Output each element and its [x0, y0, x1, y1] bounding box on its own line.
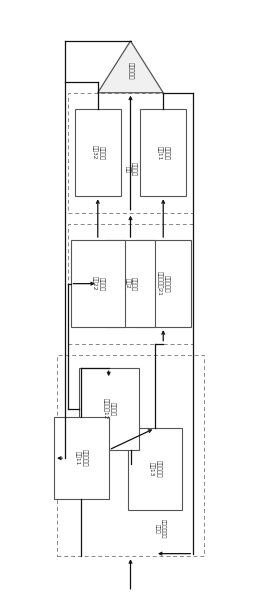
- Text: 上变模器
模块11: 上变模器 模块11: [157, 146, 169, 160]
- Text: 观察基带
滤波模块12: 观察基带 滤波模块12: [102, 398, 115, 420]
- Text: 数字模拟信号
分配器: 数字模拟信号 分配器: [155, 520, 166, 539]
- Text: 数字预失真
模块11: 数字预失真 模块11: [75, 449, 88, 467]
- Text: 射频变模
模块: 射频变模 模块: [124, 162, 137, 176]
- Text: 预失真调制
模块13: 预失真调制 模块13: [149, 460, 161, 478]
- Text: 数字滤波
模块22: 数字滤波 模块22: [92, 277, 104, 291]
- Bar: [70, 240, 125, 327]
- Bar: [68, 93, 193, 213]
- Text: 下变模器
模块32: 下变模器 模块32: [92, 145, 104, 160]
- Bar: [79, 368, 139, 450]
- Bar: [75, 109, 121, 196]
- Bar: [68, 224, 193, 344]
- Text: 第一路数字
预失真模块21: 第一路数字 预失真模块21: [157, 271, 169, 296]
- Bar: [128, 428, 182, 510]
- Bar: [106, 240, 155, 327]
- Bar: [57, 355, 204, 556]
- Bar: [54, 417, 109, 499]
- Text: 数字滤波
模块2: 数字滤波 模块2: [124, 277, 137, 290]
- Text: 功率放大器: 功率放大器: [128, 62, 133, 80]
- Bar: [140, 109, 186, 196]
- Bar: [136, 240, 191, 327]
- Polygon shape: [98, 41, 163, 93]
